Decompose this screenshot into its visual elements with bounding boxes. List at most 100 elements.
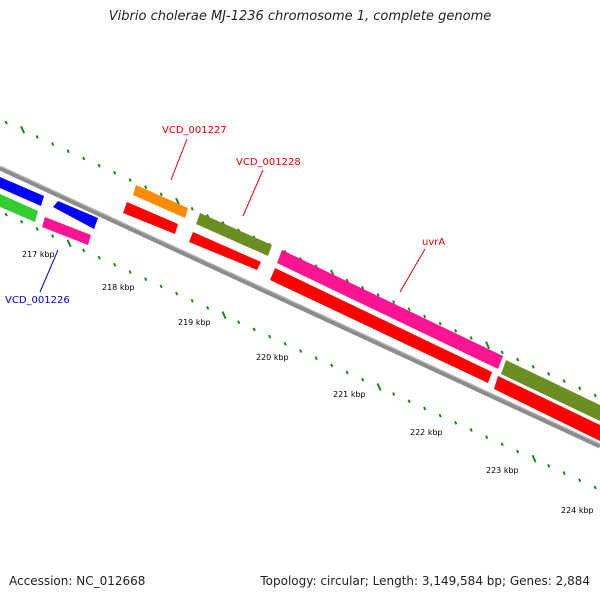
inner-tick-track	[4, 212, 597, 490]
inner-major-tick	[66, 239, 72, 248]
gene-feature-magenta-uvra[interactable]	[277, 250, 503, 369]
gene-feature-orange[interactable]	[133, 185, 188, 218]
gene-label-vcd-001226[interactable]: VCD_001226	[5, 295, 70, 306]
inner-minor-tick	[330, 363, 334, 368]
outer-minor-tick	[547, 371, 551, 376]
inner-minor-tick	[175, 291, 179, 296]
inner-minor-tick	[392, 392, 396, 397]
inner-minor-tick	[516, 449, 520, 454]
gene-label-vcd-001227[interactable]: VCD_001227	[162, 125, 227, 136]
outer-minor-tick	[423, 314, 427, 319]
outer-major-tick	[485, 341, 491, 350]
tick-label: 219 kbp	[178, 318, 211, 327]
gene-feature-green-left[interactable]	[0, 194, 38, 222]
accession-text: Accession: NC_012668	[9, 574, 146, 588]
inner-minor-tick	[578, 478, 582, 483]
outer-minor-tick	[35, 135, 39, 139]
inner-minor-tick	[562, 471, 566, 475]
outer-minor-tick	[144, 185, 148, 190]
gene-feature-magenta-left[interactable]	[42, 217, 91, 245]
inner-minor-tick	[299, 349, 303, 353]
inner-minor-tick	[51, 234, 55, 239]
inner-minor-tick	[144, 277, 148, 282]
inner-minor-tick	[82, 248, 86, 253]
outer-minor-tick	[113, 170, 117, 175]
outer-minor-tick	[392, 300, 396, 305]
outer-minor-tick	[128, 178, 132, 182]
gene-feature-blue-left[interactable]	[0, 177, 44, 206]
gene-feature-red-4[interactable]	[494, 376, 600, 441]
outer-minor-tick	[376, 292, 380, 297]
gene-label-leaders	[39, 138, 426, 293]
leader-vcd-001226	[39, 249, 59, 293]
outer-minor-tick	[438, 321, 442, 326]
inner-minor-tick	[314, 356, 318, 361]
outer-minor-tick	[82, 156, 86, 161]
gene-feature-red-2[interactable]	[189, 232, 261, 270]
gene-feature-red-1[interactable]	[123, 202, 178, 234]
leader-uvra	[399, 248, 426, 293]
gene-label-uvra[interactable]: uvrA	[422, 237, 445, 248]
outer-minor-tick	[454, 328, 458, 333]
inner-minor-tick	[345, 370, 349, 375]
tick-label: 222 kbp	[410, 428, 443, 437]
inner-minor-tick	[407, 399, 411, 404]
inner-minor-tick	[423, 406, 427, 411]
feature-track-middle	[0, 194, 600, 441]
inner-minor-tick	[438, 413, 442, 418]
genome-summary-text: Topology: circular; Length: 3,149,584 bp…	[260, 574, 590, 588]
inner-minor-tick	[20, 219, 24, 224]
gene-feature-olive[interactable]	[196, 213, 272, 256]
outer-major-tick	[20, 125, 26, 134]
chromosome-backbone	[0, 165, 600, 449]
gene-feature-olive-right[interactable]	[501, 360, 600, 421]
feature-track-upper	[0, 177, 600, 421]
tick-label: 217 kbp	[22, 250, 55, 259]
gene-label-vcd-001228[interactable]: VCD_001228	[236, 157, 301, 168]
backbone-highlight	[0, 165, 600, 445]
inner-minor-tick	[35, 227, 39, 231]
outer-minor-tick	[159, 192, 163, 197]
inner-minor-tick	[361, 377, 365, 382]
inner-minor-tick	[593, 485, 597, 490]
inner-minor-tick	[500, 442, 504, 447]
inner-minor-tick	[268, 334, 272, 339]
tick-label: 218 kbp	[102, 283, 135, 292]
outer-minor-tick	[562, 379, 566, 383]
outer-minor-tick	[51, 142, 55, 147]
tick-label: 221 kbp	[333, 390, 366, 399]
inner-minor-tick	[128, 270, 132, 274]
inner-minor-tick	[159, 284, 163, 289]
inner-minor-tick	[190, 298, 194, 303]
inner-minor-tick	[113, 262, 117, 267]
outer-minor-tick	[531, 364, 535, 369]
gene-feature-red-3[interactable]	[270, 268, 492, 383]
outer-minor-tick	[4, 120, 8, 125]
tick-labels: 217 kbp 218 kbp 219 kbp 220 kbp 221 kbp 222 k…	[22, 250, 594, 515]
inner-minor-tick	[237, 320, 241, 325]
gene-feature-blue-arrow[interactable]	[53, 201, 98, 229]
outer-minor-tick	[66, 149, 70, 154]
outer-minor-tick	[500, 350, 504, 355]
tick-label: 224 kbp	[561, 506, 594, 515]
tick-label: 220 kbp	[256, 353, 289, 362]
inner-minor-tick	[469, 428, 473, 432]
outer-minor-tick	[190, 206, 194, 211]
inner-minor-tick	[454, 420, 458, 425]
outer-minor-tick	[469, 336, 473, 340]
inner-minor-tick	[4, 212, 8, 217]
inner-major-tick	[221, 311, 227, 320]
inner-major-tick	[531, 454, 537, 463]
inner-major-tick	[376, 382, 382, 391]
outer-minor-tick	[593, 393, 597, 398]
outer-minor-tick	[407, 307, 411, 312]
inner-minor-tick	[97, 255, 101, 260]
inner-minor-tick	[547, 463, 551, 468]
inner-minor-tick	[252, 327, 256, 332]
inner-minor-tick	[206, 305, 210, 310]
leader-vcd-001227	[170, 138, 188, 181]
outer-minor-tick	[516, 357, 520, 362]
inner-minor-tick	[283, 341, 287, 346]
leader-vcd-001228	[242, 169, 264, 217]
